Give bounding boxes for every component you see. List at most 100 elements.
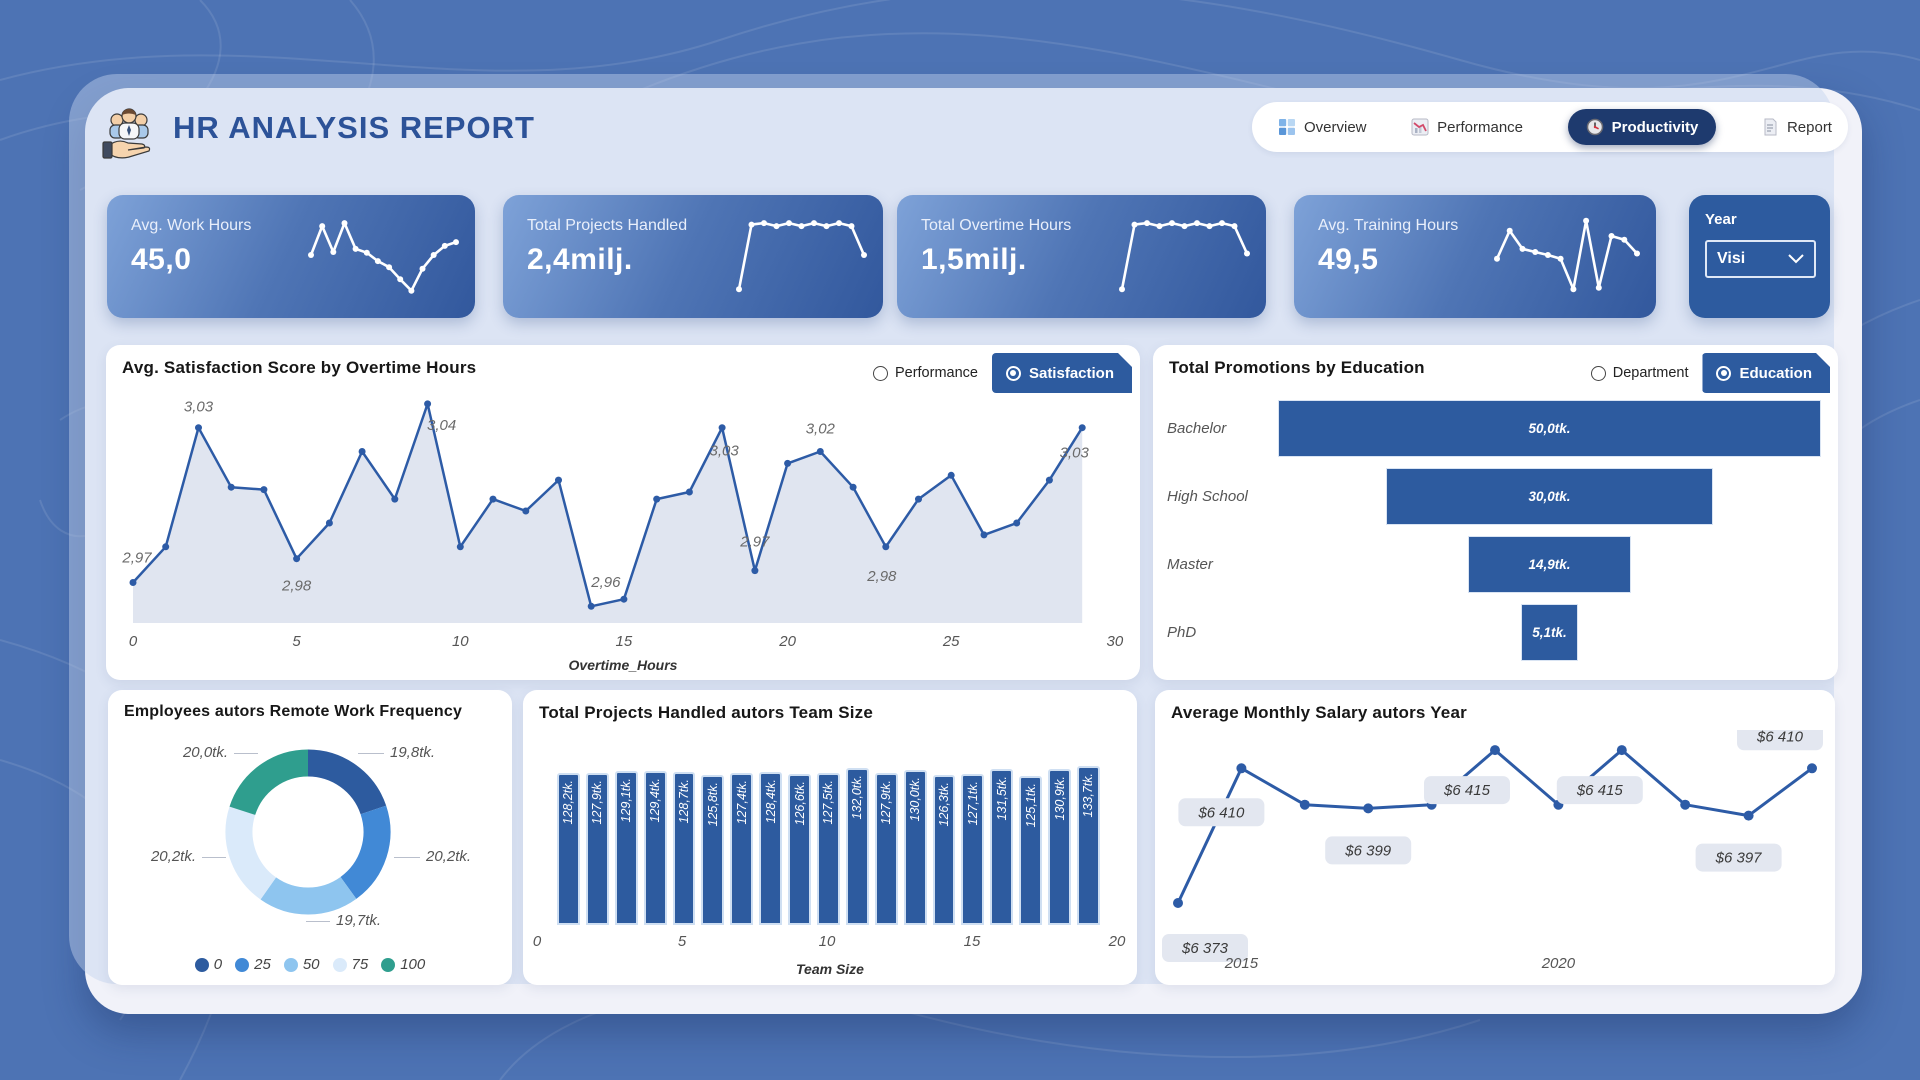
- data-label-chip: [1325, 836, 1412, 865]
- metric-toggle-group: Performance Satisfaction: [872, 353, 1132, 393]
- bar[interactable]: 132,0tk.: [845, 768, 869, 925]
- toggle-satisfaction[interactable]: Satisfaction: [992, 353, 1132, 393]
- bar[interactable]: 130,0tk.: [903, 770, 927, 925]
- data-point-label: $6 415: [1443, 782, 1491, 799]
- bar[interactable]: 127,9tk.: [874, 772, 898, 925]
- data-label-chip: [1695, 843, 1782, 872]
- kpi-card-avg-training: Avg. Training Hours 49,5: [1294, 195, 1656, 318]
- toggle-education[interactable]: Education: [1702, 353, 1830, 393]
- bar[interactable]: 131,5tk.: [990, 768, 1014, 925]
- bar-value-label: 126,6tk.: [792, 781, 807, 826]
- legend-item[interactable]: 25: [235, 956, 271, 973]
- bar[interactable]: 130,9tk.: [1048, 769, 1072, 925]
- x-tick: 15: [963, 933, 981, 950]
- bar[interactable]: 129,1tk.: [614, 771, 638, 925]
- data-label-chip: [1737, 730, 1823, 751]
- chart-title: Employees autors Remote Work Frequency: [124, 703, 463, 720]
- toggle-performance[interactable]: Performance: [872, 365, 978, 381]
- kpi-label: Avg. Work Hours: [131, 217, 252, 234]
- kpi-card-total-overtime: Total Overtime Hours 1,5milj.: [897, 195, 1266, 318]
- x-tick: 15: [616, 633, 633, 650]
- chart-title: Total Promotions by Education: [1169, 358, 1425, 377]
- bar[interactable]: 133,7tk.: [1077, 766, 1100, 925]
- funnel-row[interactable]: Master 14,9tk.: [1167, 533, 1820, 595]
- legend-item[interactable]: 50: [283, 956, 320, 973]
- tab-report[interactable]: Report: [1761, 118, 1832, 136]
- data-label-chip: [1556, 776, 1643, 805]
- bar-value-label: 128,2tk.: [561, 779, 576, 825]
- bar-value-label: 132,0tk.: [850, 775, 865, 820]
- salary-line-chart[interactable]: $6 373 $6 410 $6 399 $6 415 $6 415 $6 397 $6 4…: [1155, 730, 1835, 982]
- donut-segment-25[interactable]: [340, 805, 391, 899]
- legend-item[interactable]: 0: [194, 956, 222, 973]
- donut-callout-0: 19,8tk.: [390, 744, 436, 761]
- bar[interactable]: 128,4tk.: [759, 772, 783, 925]
- bar[interactable]: 128,2tk.: [557, 772, 580, 925]
- kpi-card-total-projects: Total Projects Handled 2,4milj.: [503, 195, 883, 318]
- bar[interactable]: 125,1tk.: [1019, 776, 1043, 925]
- funnel-chart[interactable]: Bachelor 50,0tk. High School 30,0tk. Master 1…: [1167, 397, 1820, 670]
- donut-segment-75[interactable]: [225, 806, 277, 900]
- toggle-department[interactable]: Department: [1590, 365, 1688, 381]
- bar[interactable]: 127,4tk.: [730, 773, 754, 925]
- bar-value-label: 128,4tk.: [763, 779, 778, 824]
- donut-segment-0[interactable]: [307, 749, 387, 815]
- donut-chart[interactable]: [198, 722, 418, 942]
- data-point-label: 2,97: [739, 534, 770, 551]
- bar-value-label: 125,8tk.: [705, 782, 720, 827]
- funnel-row[interactable]: PhD 5,1tk.: [1167, 601, 1820, 663]
- x-tick: 0: [532, 933, 542, 950]
- donut-segment-100[interactable]: [229, 749, 309, 816]
- bar[interactable]: 129,4tk.: [643, 771, 667, 925]
- radio-selected-icon: [1006, 366, 1021, 381]
- donut-segment-50[interactable]: [260, 876, 357, 915]
- funnel-bar[interactable]: 30,0tk.: [1387, 468, 1712, 524]
- bar[interactable]: 126,3tk.: [932, 774, 956, 925]
- legend-swatch: [235, 957, 250, 972]
- data-label-chip: [1178, 798, 1265, 827]
- callout-connector: [306, 921, 330, 922]
- bar-value-label: 133,7tk.: [1081, 773, 1096, 818]
- bar[interactable]: 127,1tk.: [961, 773, 985, 925]
- bar-chart[interactable]: 128,2tk. 127,9tk. 129,1tk. 129,4tk. 128,7tk.…: [554, 766, 1103, 925]
- chart-title: Avg. Satisfaction Score by Overtime Hour…: [122, 358, 477, 377]
- legend-item[interactable]: 75: [332, 956, 368, 973]
- promotions-funnel-panel: Total Promotions by Education Department…: [1153, 345, 1838, 680]
- tab-overview[interactable]: Overview: [1278, 118, 1367, 136]
- legend-item[interactable]: 100: [381, 956, 425, 973]
- dashboard-canvas: HR ANALYSIS REPORT Overview Performance: [69, 74, 1862, 1014]
- bar-value-label: 127,5tk.: [821, 780, 836, 825]
- data-point-label: $6 373: [1181, 940, 1229, 957]
- bar-value-label: 127,9tk.: [879, 779, 894, 825]
- funnel-row[interactable]: High School 30,0tk.: [1167, 465, 1820, 527]
- funnel-row[interactable]: Bachelor 50,0tk.: [1167, 397, 1820, 459]
- tab-performance[interactable]: Performance: [1411, 118, 1523, 136]
- legend-swatch: [283, 957, 298, 972]
- bar[interactable]: 127,5tk.: [817, 773, 840, 925]
- data-point-label: 3,02: [806, 421, 836, 438]
- funnel-bar[interactable]: 50,0tk.: [1279, 400, 1820, 456]
- bar[interactable]: 127,9tk.: [585, 772, 609, 925]
- radio-unselected-icon: [1590, 365, 1606, 381]
- clock-icon: [1586, 118, 1603, 136]
- satisfaction-area-chart[interactable]: 2,97 3,03 2,98 3,04 2,96 3,03 2,97 3,02 2,98 3,03…: [106, 381, 1140, 651]
- x-tick: 20: [1108, 933, 1126, 950]
- kpi-label: Total Overtime Hours: [921, 217, 1072, 234]
- bar-value-label: 130,9tk.: [1052, 776, 1067, 821]
- bar[interactable]: 125,8tk.: [701, 775, 725, 925]
- sparkline-chart: [308, 220, 459, 294]
- x-axis-label: Overtime_Hours: [568, 657, 678, 673]
- funnel-bar[interactable]: 14,9tk.: [1468, 536, 1631, 592]
- salary-line-panel: Average Monthly Salary autors Year $6 37…: [1155, 690, 1835, 985]
- year-dropdown[interactable]: Visi: [1705, 240, 1816, 278]
- bar-value-label: 127,4tk.: [734, 780, 749, 825]
- funnel-bar[interactable]: 5,1tk.: [1521, 604, 1578, 660]
- data-point-label: 2,98: [866, 568, 897, 585]
- x-tick: 5: [292, 633, 301, 650]
- bar[interactable]: 128,7tk.: [672, 771, 696, 925]
- bar-value-label: 127,1tk.: [965, 780, 980, 826]
- tab-productivity[interactable]: Productivity: [1567, 109, 1717, 145]
- bar[interactable]: 126,6tk.: [788, 774, 812, 925]
- data-label-chip: [1424, 776, 1510, 805]
- data-point-label: $6 410: [1756, 730, 1804, 745]
